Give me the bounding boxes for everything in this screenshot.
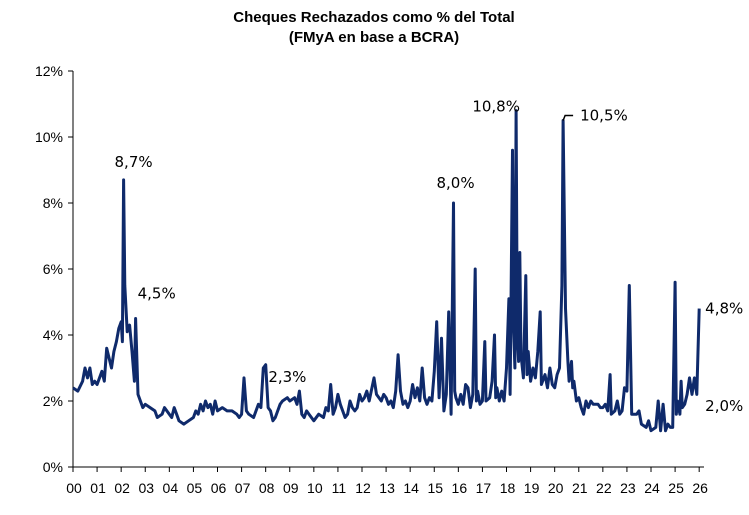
x-tick-label: 05 xyxy=(187,480,203,496)
x-tick-label: 03 xyxy=(138,480,154,496)
annotation-label: 2,3% xyxy=(268,368,306,386)
series-line xyxy=(72,109,701,433)
x-tick-label: 01 xyxy=(90,480,106,496)
annotation-label: 10,5% xyxy=(580,107,628,125)
annotations: 8,7% 4,5% 2,3% 8,0% 10,8% 10,5% 4,8% 2,0% xyxy=(115,98,744,415)
x-tick-label: 07 xyxy=(235,480,251,496)
x-tick-label: 17 xyxy=(476,480,492,496)
annotation-label: 8,0% xyxy=(436,174,474,192)
x-tick-label: 16 xyxy=(452,480,468,496)
x-tick-label: 12 xyxy=(355,480,371,496)
x-tick-label: 06 xyxy=(211,480,227,496)
y-tick-label: 12% xyxy=(35,63,63,79)
x-tick-label: 26 xyxy=(692,480,708,496)
x-tick-label: 11 xyxy=(332,480,347,496)
x-tick-label: 10 xyxy=(307,480,323,496)
plot-area xyxy=(72,109,701,433)
x-tick-label: 13 xyxy=(379,480,395,496)
x-tick-label: 19 xyxy=(524,480,540,496)
x-tick-label: 02 xyxy=(114,480,130,496)
y-tick-label: 4% xyxy=(43,327,63,343)
x-tick-label: 18 xyxy=(500,480,516,496)
chart-subtitle: (FMyA en base a BCRA) xyxy=(289,29,459,46)
annotation-label: 8,7% xyxy=(115,153,153,171)
x-tick-label: 23 xyxy=(620,480,636,496)
x-tick-label: 22 xyxy=(596,480,612,496)
x-tick-label: 24 xyxy=(644,480,660,496)
axes xyxy=(68,70,704,472)
y-tick-label: 6% xyxy=(43,261,63,277)
annotation-label: 10,8% xyxy=(472,98,520,116)
x-tick-label: 21 xyxy=(572,480,588,496)
y-axis-labels: 0% 2% 4% 6% 8% 10% 12% xyxy=(35,63,63,475)
annotation-leader xyxy=(562,114,574,121)
x-tick-label: 04 xyxy=(163,480,179,496)
x-tick-label: 08 xyxy=(259,480,275,496)
x-tick-label: 15 xyxy=(427,480,443,496)
annotation-label: 4,8% xyxy=(705,300,743,318)
x-tick-label: 00 xyxy=(66,480,82,496)
annotation-label: 2,0% xyxy=(705,397,743,415)
x-tick-label: 09 xyxy=(283,480,299,496)
x-tick-label: 14 xyxy=(403,480,419,496)
y-tick-label: 0% xyxy=(43,459,63,475)
y-tick-label: 10% xyxy=(35,129,63,145)
x-axis-labels: 00 01 02 03 04 05 06 07 08 09 10 11 12 13 14 15 16 17 18 19… xyxy=(66,480,708,496)
y-tick-label: 8% xyxy=(43,195,63,211)
chart-title: Cheques Rechazados como % del Total xyxy=(233,9,514,26)
y-tick-label: 2% xyxy=(43,393,63,409)
x-tick-label: 25 xyxy=(668,480,684,496)
annotation-label: 4,5% xyxy=(138,285,176,303)
x-tick-label: 20 xyxy=(548,480,564,496)
